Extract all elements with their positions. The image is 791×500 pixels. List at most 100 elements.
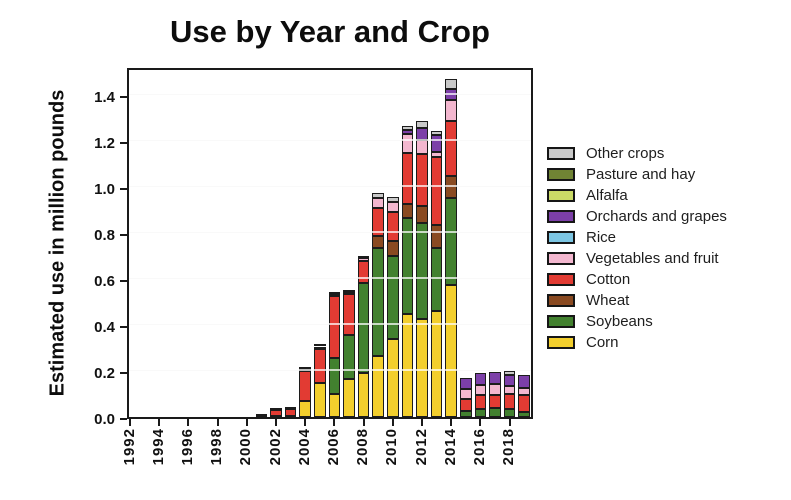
x-tick-label: 2000 (237, 428, 255, 466)
bar-segment-other-crops-2005 (313, 344, 326, 347)
bar-segment-vegetables-and-fruit-2019 (518, 387, 531, 395)
bar-segment-soybeans-2013 (430, 248, 443, 312)
legend-swatch-corn (547, 336, 575, 349)
bar-segment-vegetables-and-fruit-2016 (474, 385, 487, 395)
legend-swatch-orchards-and-grapes (547, 210, 575, 223)
x-tick-label: 2014 (441, 428, 459, 466)
bar-segment-other-crops-2010 (386, 196, 399, 203)
bar-segment-vegetables-and-fruit-2018 (503, 386, 516, 395)
x-tick-label: 2006 (324, 428, 342, 466)
y-tick (120, 372, 127, 375)
chart-title: Use by Year and Crop (170, 14, 490, 49)
bar-segment-cotton-2009 (372, 207, 385, 236)
bar-segment-corn-2006 (328, 394, 341, 417)
bar-segment-corn-2011 (401, 313, 414, 417)
legend-swatch-other-crops (547, 147, 575, 160)
bar-segment-corn-2008 (357, 373, 370, 417)
bar-segment-cotton-2019 (518, 394, 531, 412)
y-tick (120, 326, 127, 329)
bar-segment-orchards-and-grapes-2015 (459, 377, 472, 390)
legend-item: Other crops (547, 143, 727, 164)
bar-segment-cotton-2004 (299, 371, 312, 401)
bar-segment-wheat-2011 (401, 204, 414, 218)
bar-segment-orchards-and-grapes-2013 (430, 135, 443, 152)
bar-segment-orchards-and-grapes-2019 (518, 374, 531, 388)
bar-segment-other-crops-2009 (372, 192, 385, 198)
bar-segment-soybeans-2017 (489, 407, 501, 417)
x-tick-label: 1992 (120, 428, 138, 466)
bar-segment-corn-2009 (372, 355, 385, 417)
y-tick-label: 0.2 (94, 364, 115, 382)
bar-segment-vegetables-and-fruit-2008 (357, 257, 370, 261)
bar-segment-soybeans-2014 (445, 197, 458, 285)
bar-segment-other-crops-2014 (445, 79, 458, 89)
bar-segment-wheat-2013 (430, 225, 443, 249)
y-tick-label: 0.6 (94, 272, 115, 290)
x-tick-label: 2012 (412, 428, 430, 466)
bar-segment-vegetables-and-fruit-2015 (459, 389, 472, 400)
bar-segment-cotton-2011 (401, 152, 414, 205)
y-tick-label: 1.2 (94, 134, 115, 152)
bar-segment-vegetables-and-fruit-2009 (372, 197, 385, 208)
bar-segment-other-crops-2004 (299, 366, 312, 369)
x-tick-label: 1996 (178, 428, 196, 466)
bar-segment-other-crops-2011 (401, 126, 414, 130)
x-tick-label: 2016 (470, 428, 488, 466)
bar-segment-other-crops-2018 (503, 371, 516, 375)
x-tick-label: 2008 (354, 428, 372, 466)
x-tick-label: 2010 (383, 428, 401, 466)
bar-segment-cotton-2016 (474, 394, 487, 410)
x-tick-label: 2004 (295, 428, 313, 466)
bar-segment-orchards-and-grapes-2011 (401, 129, 414, 135)
x-tick-label: 1998 (208, 428, 226, 466)
y-tick-label: 1.4 (94, 88, 115, 106)
bar-segment-orchards-and-grapes-2018 (503, 374, 516, 387)
x-tick (304, 419, 307, 426)
legend-label: Soybeans (586, 313, 653, 330)
x-tick-label: 1994 (149, 428, 167, 466)
gridline-overlay (129, 139, 531, 142)
bar-segment-other-crops-2007 (343, 289, 355, 292)
bar-segment-other-crops-2012 (416, 121, 428, 128)
y-tick-label: 0.0 (94, 410, 115, 428)
y-tick-label: 1.0 (94, 180, 115, 198)
legend-label: Rice (586, 229, 617, 246)
x-tick (187, 419, 190, 426)
bar-segment-soybeans-2006 (328, 358, 341, 395)
x-tick (158, 419, 161, 426)
legend-label: Wheat (586, 292, 630, 309)
bar-segment-cotton-2010 (386, 212, 399, 242)
bar-segment-cotton-2005 (313, 349, 326, 383)
bar-segment-vegetables-and-fruit-2017 (489, 383, 501, 395)
x-tick (362, 419, 365, 426)
gridline-overlay (129, 369, 531, 372)
bar-segment-vegetables-and-fruit-2007 (343, 291, 355, 295)
legend-item: Orchards and grapes (547, 206, 727, 227)
y-tick (120, 418, 127, 420)
x-tick (275, 419, 277, 426)
legend-swatch-pasture-and-hay (547, 168, 575, 181)
bar-segment-corn-2004 (299, 400, 312, 417)
y-axis-title: Estimated use in million pounds (46, 89, 69, 397)
bar-segment-cotton-2017 (489, 394, 501, 408)
bar-segment-vegetables-and-fruit-2012 (416, 139, 428, 155)
x-tick (245, 419, 248, 426)
bar-segment-cotton-2018 (503, 394, 516, 409)
bar-segment-orchards-and-grapes-2016 (474, 372, 487, 386)
legend-swatch-cotton (547, 273, 575, 286)
bar-segment-vegetables-and-fruit-2002 (270, 408, 282, 411)
bar-segment-soybeans-2010 (386, 255, 399, 339)
x-tick (508, 419, 511, 426)
bar-segment-soybeans-2008 (357, 282, 370, 374)
legend-swatch-alfalfa (547, 189, 575, 202)
y-tick (120, 188, 127, 191)
bar-segment-vegetables-and-fruit-2011 (401, 134, 414, 153)
x-tick (333, 419, 336, 426)
gridline-overlay (129, 231, 531, 234)
legend-item: Corn (547, 332, 727, 353)
bar-segment-soybeans-2011 (401, 217, 414, 314)
x-tick (129, 419, 131, 426)
bar-segment-cotton-2002 (270, 410, 282, 417)
bar-segment-vegetables-and-fruit-2006 (328, 293, 341, 297)
x-tick (421, 419, 423, 426)
